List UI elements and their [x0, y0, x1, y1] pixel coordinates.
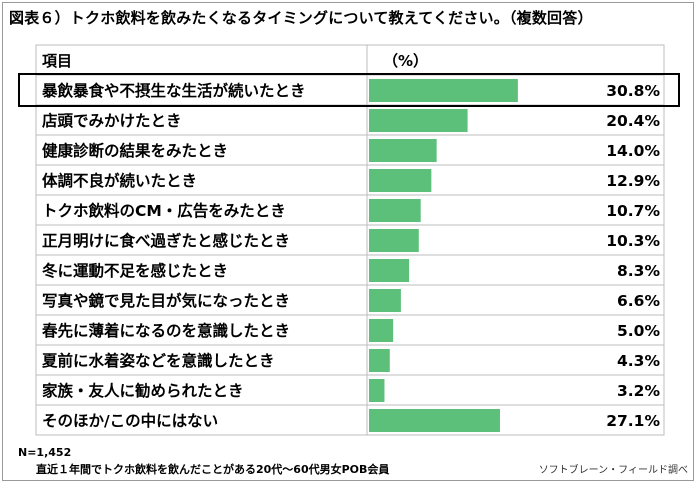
category-label: 家族・友人に勧められたとき: [42, 381, 244, 400]
value-label: 5.0%: [617, 322, 660, 340]
bar: [369, 379, 385, 402]
bar: [369, 79, 518, 102]
value-label: 10.7%: [606, 202, 660, 220]
source-credit: ソフトブレーン・フィールド調べ: [538, 465, 688, 476]
bar: [369, 229, 419, 252]
sample-description: 直近１年間でトクホ飲料を飲んだことがある20代～60代男女POB会員: [36, 463, 390, 476]
value-label: 4.3%: [617, 352, 660, 370]
value-label: 6.6%: [617, 292, 660, 310]
value-label: 14.0%: [606, 142, 660, 160]
bar: [369, 199, 421, 222]
value-label: 12.9%: [606, 172, 660, 190]
bar: [369, 109, 468, 132]
value-label: 10.3%: [606, 232, 660, 250]
value-label: 20.4%: [606, 112, 660, 130]
category-label: そのほか/この中にはない: [42, 411, 218, 430]
category-label: 冬に運動不足を感じたとき: [42, 261, 228, 280]
table-border: [35, 44, 665, 436]
bar: [369, 169, 432, 192]
bar: [369, 139, 437, 162]
bar: [369, 349, 390, 372]
category-label: 体調不良が続いたとき: [42, 171, 197, 190]
header-unit: （%）: [383, 52, 428, 70]
bar: [369, 259, 410, 282]
category-label: トクホ飲料のCM・広告をみたとき: [42, 201, 286, 220]
category-label: 夏前に水着姿などを意識したとき: [42, 351, 275, 370]
chart-frame: [2, 2, 694, 481]
value-label: 27.1%: [606, 412, 660, 430]
highlight-box: [18, 73, 680, 107]
value-label: 30.8%: [606, 82, 660, 100]
sample-size: N=1,452: [18, 446, 72, 459]
category-label: 写真や鏡で見た目が気になったとき: [42, 291, 290, 310]
value-label: 3.2%: [617, 382, 660, 400]
bar: [369, 319, 394, 342]
category-label: 春先に薄着になるのを意識したとき: [41, 321, 290, 340]
category-label: 正月明けに食べ過ぎたと感じたとき: [42, 231, 290, 250]
bar: [369, 289, 401, 312]
header-item: 項目: [42, 52, 72, 70]
category-label: 暴飲暴食や不摂生な生活が続いたとき: [42, 81, 306, 100]
chart-title: 図表６）トクホ飲料を飲みたくなるタイミングについて教えてください。（複数回答）: [9, 9, 593, 27]
bar: [369, 409, 500, 432]
category-label: 健康診断の結果をみたとき: [42, 141, 228, 160]
value-label: 8.3%: [617, 262, 660, 280]
category-label: 店頭でみかけたとき: [42, 111, 182, 130]
